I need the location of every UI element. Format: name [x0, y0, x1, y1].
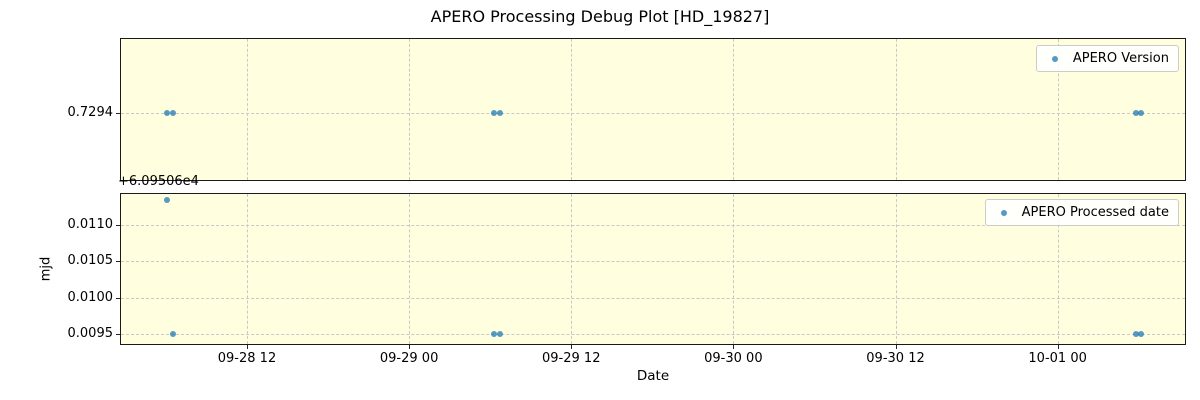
x-gridline	[733, 39, 735, 180]
y-gridline	[121, 113, 1185, 115]
x-gridline	[409, 39, 411, 180]
data-point	[1138, 331, 1145, 338]
data-point	[1133, 331, 1139, 338]
y-tick-label: 0.0105	[67, 253, 114, 269]
y-gridline	[121, 261, 1185, 263]
x-gridline	[571, 39, 573, 180]
y-gridline	[121, 297, 1185, 299]
y-tick-label: 0.7294	[67, 105, 114, 121]
x-tick-mark	[409, 345, 411, 349]
x-tick-label: 09-30 12	[866, 351, 925, 366]
y-tick-label: 0.0095	[67, 326, 114, 342]
data-point	[164, 110, 171, 117]
x-tick-label: 09-29 12	[542, 351, 601, 366]
y-gridline	[121, 334, 1185, 336]
x-tick-mark	[571, 345, 573, 349]
legend-label: APERO Processed date	[1021, 205, 1169, 220]
legend-label: APERO Version	[1072, 51, 1169, 66]
x-tick-label: 10-01 00	[1028, 351, 1087, 366]
y-tick-mark	[116, 113, 120, 115]
subplot-apero-version	[120, 38, 1186, 181]
x-gridline	[247, 194, 248, 344]
scatter-marker-icon	[1000, 209, 1007, 216]
data-point	[169, 331, 176, 338]
y-tick-mark	[116, 261, 120, 263]
data-point	[1138, 110, 1145, 117]
x-tick-label: 09-30 00	[704, 351, 763, 366]
data-point	[496, 110, 503, 117]
x-gridline	[895, 39, 897, 180]
x-axis-label: Date	[636, 368, 670, 384]
x-gridline	[247, 39, 248, 180]
x-gridline	[733, 194, 735, 344]
y-tick-mark	[116, 225, 120, 227]
data-point	[1133, 110, 1139, 117]
x-tick-mark	[733, 345, 735, 349]
data-point	[491, 331, 498, 338]
data-point	[491, 110, 498, 117]
y-axis-offset-text: +6.09506e4	[118, 174, 199, 189]
data-point	[496, 331, 503, 338]
x-tick-mark	[247, 345, 248, 349]
legend-apero-processed-date: APERO Processed date	[984, 199, 1179, 226]
x-gridline	[409, 194, 411, 344]
x-gridline	[1057, 194, 1059, 344]
y-tick-mark	[116, 297, 120, 299]
x-tick-label: 09-28 12	[217, 351, 277, 366]
data-point	[164, 197, 171, 204]
y-tick-label: 0.0100	[67, 289, 114, 305]
x-gridline	[1057, 39, 1059, 180]
x-tick-mark	[1057, 345, 1059, 349]
chart-title: APERO Processing Debug Plot [HD_19827]	[430, 7, 770, 26]
x-gridline	[895, 194, 897, 344]
x-tick-label: 09-29 00	[379, 351, 439, 366]
y-gridline	[121, 225, 1185, 227]
data-point	[169, 110, 176, 117]
x-gridline	[571, 194, 573, 344]
y-tick-label: 0.0110	[67, 217, 114, 233]
legend-apero-version: APERO Version	[1035, 45, 1179, 72]
y-tick-mark	[116, 334, 120, 336]
scatter-marker-icon	[1051, 55, 1058, 62]
x-tick-mark	[895, 345, 897, 349]
